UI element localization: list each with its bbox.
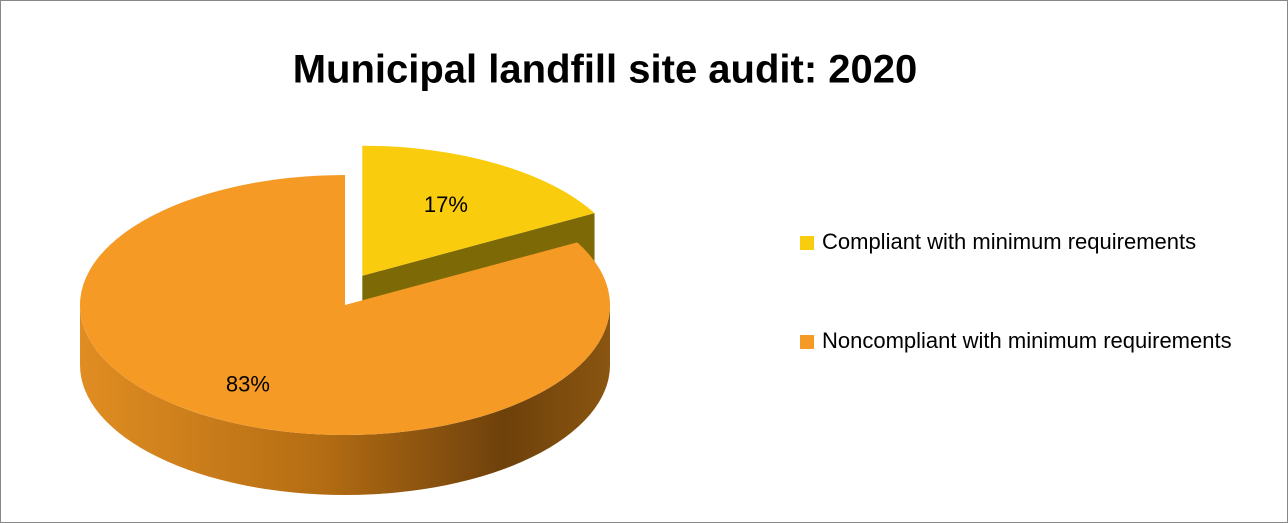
data-label: 17%	[424, 192, 468, 217]
pie-slice	[79, 175, 610, 435]
legend-swatch	[800, 335, 814, 349]
pie-slice-side	[80, 305, 610, 495]
chart-title: Municipal landfill site audit: 2020	[293, 48, 918, 92]
legend-label: Compliant with minimum requirements	[822, 229, 1196, 254]
pie-slice	[362, 145, 595, 276]
legend-label: Noncompliant with minimum requirements	[822, 328, 1232, 353]
legend-swatch	[800, 236, 814, 250]
data-label: 83%	[226, 371, 270, 396]
